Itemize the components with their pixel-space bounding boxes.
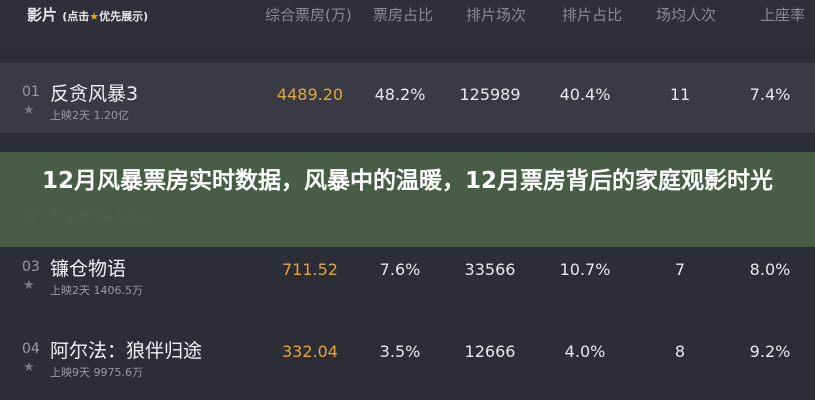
cell: 125989 bbox=[459, 85, 521, 104]
cell: 4.0% bbox=[564, 342, 606, 361]
cell: 9.2% bbox=[749, 342, 791, 361]
overlay-title: 12月风暴票房实时数据，风暴中的温暖，12月票房背后的家庭观影时光 bbox=[41, 168, 773, 194]
film-subinfo: 上映2天 1406.5万 bbox=[50, 284, 143, 297]
table-row[interactable]: 03 镰仓物语 ★ 上映2天 1406.5万 711.52 7.6% 33566 10.… bbox=[0, 238, 815, 308]
col-box-office[interactable]: 综合票房(万) bbox=[265, 6, 352, 24]
cell: 4489.20 bbox=[276, 85, 344, 104]
col-avg[interactable]: 场均人次 bbox=[656, 6, 717, 24]
title-overlay bbox=[0, 152, 815, 247]
cell: 48.2% bbox=[374, 85, 426, 104]
cell: 11 bbox=[669, 85, 691, 104]
film-name[interactable]: 镰仓物语 bbox=[50, 258, 127, 280]
star-icon[interactable]: ★ bbox=[23, 360, 35, 375]
film-name[interactable]: 反贪风暴3 bbox=[50, 83, 139, 105]
col-occupancy[interactable]: 上座率 bbox=[760, 6, 806, 24]
table-row[interactable]: 04 阿尔法：狼伴归途 ★ 上映9天 9975.6万 332.04 3.5% 1266… bbox=[0, 320, 815, 390]
table-row[interactable]: 01 反贪风暴3 ★ 上映2天 1.20亿 4489.20 48.2% 125989 4… bbox=[0, 63, 815, 133]
cell: 711.52 bbox=[282, 260, 338, 279]
film-subinfo: 上映2天 1.20亿 bbox=[50, 109, 129, 122]
cell: 12666 bbox=[464, 342, 516, 361]
cell: 8.0% bbox=[749, 260, 791, 279]
cell: 7.4% bbox=[749, 85, 791, 104]
film-subinfo: 上映9天 9975.6万 bbox=[50, 366, 143, 379]
cell: 332.04 bbox=[282, 342, 338, 361]
cell: 10.7% bbox=[559, 260, 611, 279]
rank: 03 bbox=[22, 259, 40, 275]
cell: 3.5% bbox=[379, 342, 421, 361]
col-share[interactable]: 票房占比 bbox=[373, 6, 434, 24]
cell: 7 bbox=[674, 260, 686, 279]
table-header: 影片 (点击★优先展示) 综合票房(万) 票房占比 排片场次 排片占比 场均人次… bbox=[0, 0, 815, 50]
film-name[interactable]: 阿尔法：狼伴归途 bbox=[50, 340, 203, 362]
star-icon[interactable]: ★ bbox=[23, 278, 35, 293]
cell: 40.4% bbox=[559, 85, 611, 104]
star-icon[interactable]: ★ bbox=[23, 103, 35, 118]
rank: 04 bbox=[22, 341, 40, 357]
cell: 7.6% bbox=[379, 260, 421, 279]
star-icon: ★ bbox=[89, 10, 100, 23]
cell: 8 bbox=[674, 342, 686, 361]
col-show-share[interactable]: 排片占比 bbox=[562, 6, 623, 24]
film-column-header[interactable]: 影片 (点击★优先展示) bbox=[27, 6, 149, 24]
cell: 33566 bbox=[464, 260, 516, 279]
rank: 01 bbox=[22, 84, 40, 100]
col-shows[interactable]: 排片场次 bbox=[466, 6, 527, 24]
